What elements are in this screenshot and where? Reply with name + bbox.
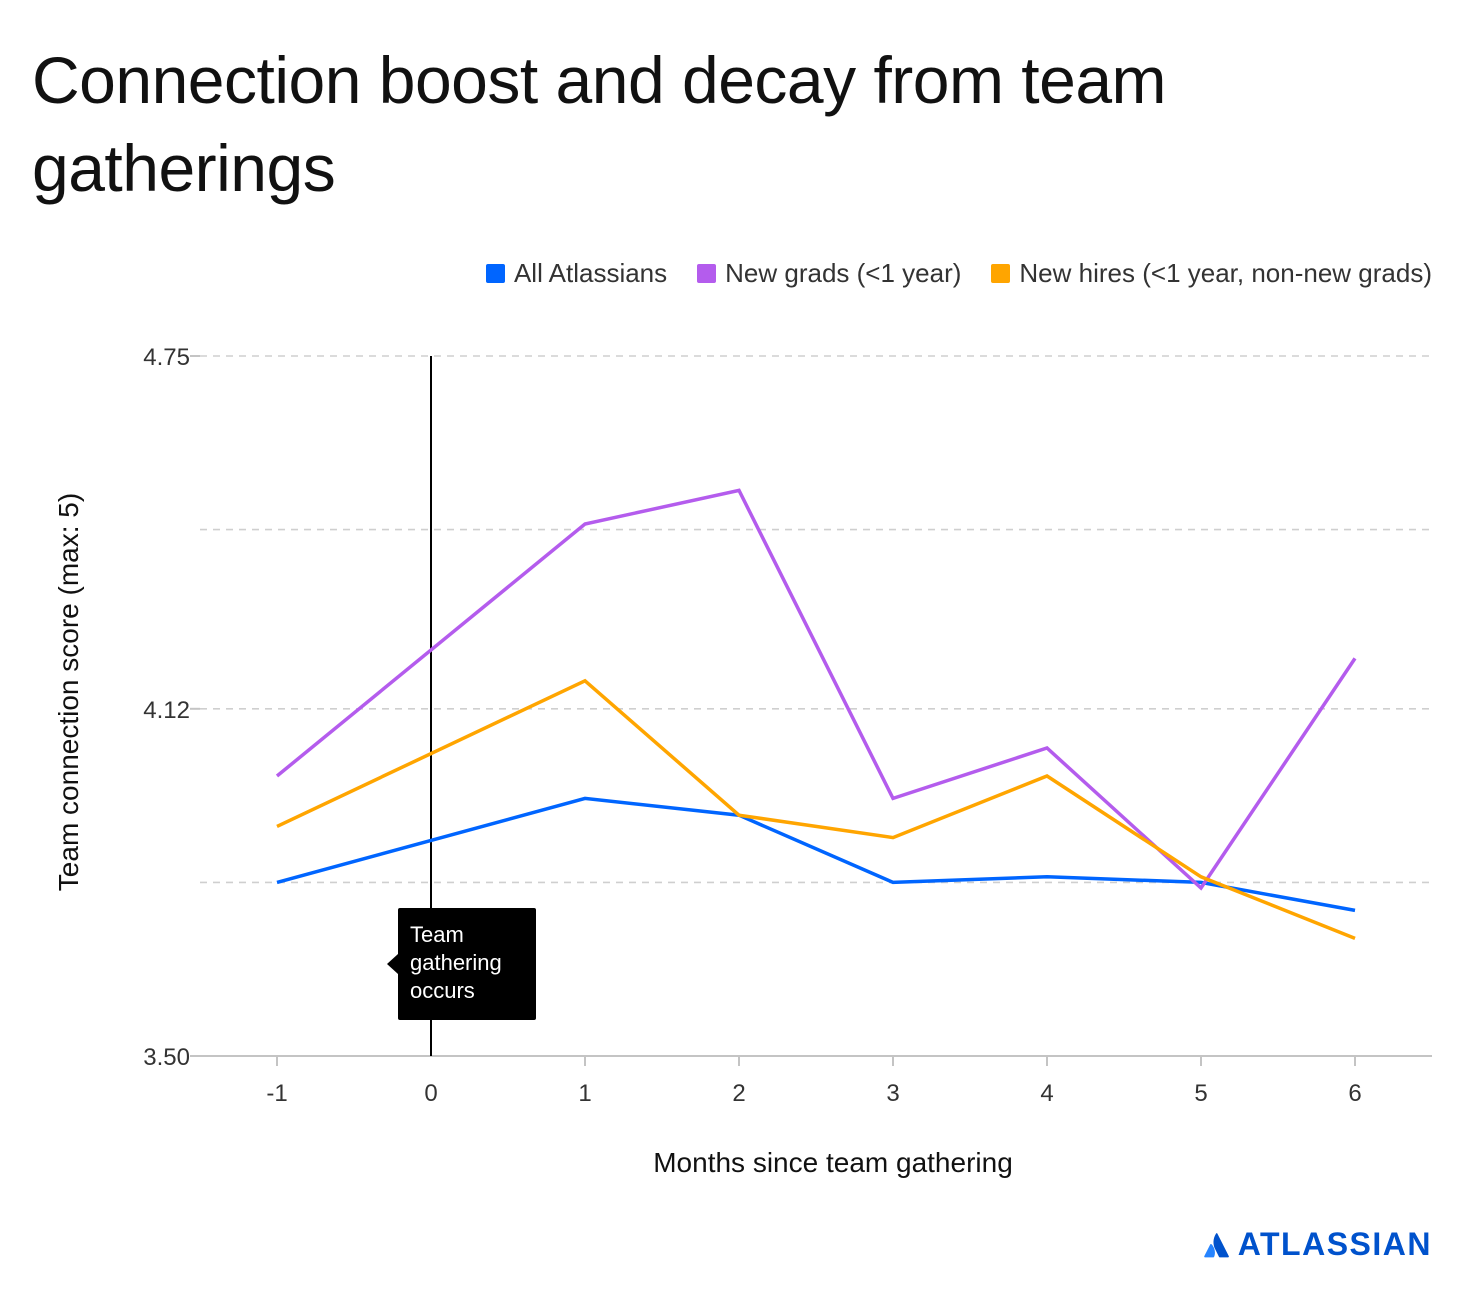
annotation-callout-arrow	[387, 954, 398, 974]
x-tick-label-2: 1	[578, 1080, 591, 1107]
series-line-0	[276, 796, 1356, 913]
series-layer	[275, 488, 1357, 941]
atlassian-logo: ATLASSIAN	[1203, 1226, 1432, 1263]
legend-item-new-hires: New hires (<1 year, non-new grads)	[991, 258, 1432, 289]
annotation-callout: Team gathering occurs	[387, 908, 536, 1020]
chart-title: Connection boost and decay from team gat…	[32, 43, 1167, 205]
y-tick-label-1: 4.12	[143, 697, 190, 724]
x-tick-label-4: 3	[886, 1080, 899, 1107]
legend-label-new-hires: New hires (<1 year, non-new grads)	[1019, 258, 1432, 288]
grid-layer	[200, 355, 1432, 884]
x-tick-label-6: 5	[1194, 1080, 1207, 1107]
x-tick-label-0: -1	[266, 1080, 287, 1107]
x-axis-label: Months since team gathering	[653, 1147, 1013, 1178]
legend-swatch-new-hires	[991, 264, 1011, 283]
y-tick-label-0: 4.75	[143, 344, 190, 371]
series-line-2	[276, 678, 1356, 941]
x-tick-label-1: 0	[424, 1080, 437, 1107]
annotation-text: Team gathering occurs	[410, 922, 502, 1003]
x-tick-label-7: 6	[1348, 1080, 1361, 1107]
series-line-1	[275, 488, 1357, 891]
legend-label-new-grads: New grads (<1 year)	[725, 258, 962, 288]
chart-legend: All Atlassians New grads (<1 year) New h…	[485, 258, 1432, 289]
brand-name: ATLASSIAN	[1237, 1226, 1432, 1262]
axis-layer: 4.75 4.12 3.50 -1 0 1 2 3 4 5 6	[143, 344, 1432, 1107]
legend-label-all-atlassians: All Atlassians	[513, 258, 668, 288]
legend-swatch-new-grads	[697, 264, 717, 283]
x-tick-label-5: 4	[1040, 1080, 1053, 1107]
legend-swatch-all-atlassians	[485, 264, 505, 283]
y-axis-label: Team connection score (max: 5)	[53, 493, 84, 891]
legend-item-all-atlassians: All Atlassians	[485, 258, 668, 289]
atlassian-logo-icon	[1203, 1232, 1229, 1257]
x-tick-label-3: 2	[732, 1080, 745, 1107]
legend-item-new-grads: New grads (<1 year)	[697, 258, 961, 289]
y-tick-label-2: 3.50	[143, 1044, 190, 1071]
